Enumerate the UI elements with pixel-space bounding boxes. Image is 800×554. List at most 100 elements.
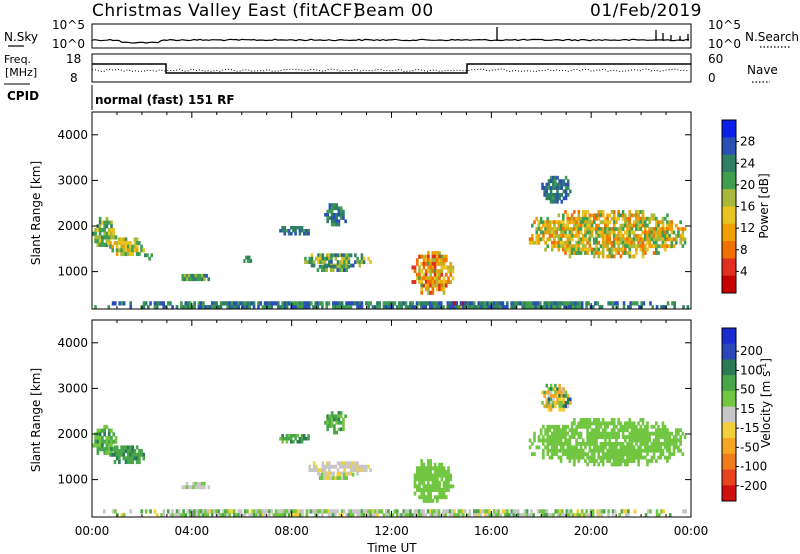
data-cell — [328, 206, 332, 211]
data-cell — [539, 428, 543, 433]
data-cell — [544, 220, 547, 225]
data-cell — [616, 305, 619, 310]
data-cell — [617, 233, 620, 238]
data-cell — [327, 476, 331, 481]
data-cell — [257, 305, 260, 310]
data-cell — [206, 513, 210, 518]
data-cell — [630, 230, 634, 235]
data-cell — [281, 434, 284, 438]
data-cell — [624, 435, 627, 439]
data-cell — [568, 438, 572, 443]
data-cell — [424, 498, 428, 503]
data-cell — [564, 189, 568, 194]
data-cell — [402, 509, 406, 514]
data-cell — [635, 233, 638, 238]
data-cell — [632, 452, 636, 457]
data-cell — [557, 424, 561, 429]
data-cell — [615, 441, 618, 446]
data-cell — [659, 445, 663, 450]
data-cell — [528, 305, 531, 310]
data-cell — [551, 199, 555, 204]
data-cell — [553, 445, 556, 450]
data-cell — [391, 513, 395, 518]
data-cell — [559, 244, 563, 249]
data-cell — [565, 301, 569, 306]
data-cell — [129, 248, 132, 253]
data-cell — [122, 513, 126, 518]
data-cell — [624, 240, 627, 245]
data-cell — [135, 248, 139, 253]
data-cell — [570, 448, 574, 453]
data-cell — [287, 434, 291, 438]
data-cell — [299, 305, 302, 310]
data-cell — [183, 273, 187, 278]
data-cell — [276, 509, 280, 514]
data-cell — [541, 182, 544, 187]
data-cell — [530, 301, 533, 306]
data-cell — [615, 220, 618, 225]
data-cell — [433, 276, 437, 281]
data-cell — [679, 435, 682, 439]
data-cell — [606, 213, 609, 218]
data-cell — [600, 509, 604, 514]
data-cell — [568, 435, 572, 439]
data-cell — [427, 466, 430, 471]
data-cell — [420, 287, 424, 292]
data-cell — [193, 301, 196, 306]
data-cell — [624, 448, 627, 453]
data-cell — [590, 448, 594, 453]
data-cell — [105, 235, 109, 240]
data-cell — [334, 305, 337, 310]
data-cell — [635, 244, 638, 249]
data-cell — [684, 509, 687, 514]
data-cell — [96, 450, 100, 455]
data-cell — [595, 247, 598, 252]
data-cell — [659, 455, 663, 460]
data-cell — [235, 305, 238, 310]
data-cell — [413, 509, 417, 514]
data-cell — [558, 407, 561, 412]
data-cell — [649, 301, 652, 306]
data-cell — [542, 237, 545, 242]
data-cell — [285, 509, 289, 514]
data-cell — [599, 227, 603, 231]
data-cell — [406, 509, 410, 514]
data-cell — [103, 235, 107, 240]
data-cell — [330, 212, 334, 217]
data-cell — [140, 248, 143, 253]
data-cell — [181, 277, 185, 282]
data-cell — [427, 473, 430, 478]
data-cell — [570, 431, 574, 436]
data-cell — [339, 427, 343, 432]
data-cell — [626, 435, 629, 439]
data-cell — [553, 240, 556, 245]
data-cell — [371, 509, 375, 514]
data-cell — [299, 301, 302, 306]
data-cell — [287, 229, 291, 233]
data-cell — [663, 431, 667, 436]
data-cell — [525, 513, 529, 518]
data-cell — [281, 301, 284, 306]
data-cell — [659, 448, 663, 453]
data-cell — [612, 220, 616, 225]
data-cell — [632, 237, 636, 242]
data-cell — [409, 305, 412, 310]
data-cell — [185, 481, 189, 486]
colorbar-swatch — [722, 171, 736, 190]
data-cell — [433, 283, 437, 288]
data-cell — [566, 452, 570, 457]
data-cell — [438, 491, 441, 496]
data-cell — [584, 421, 587, 426]
data-cell — [550, 448, 554, 453]
data-cell — [131, 252, 134, 257]
data-cell — [339, 411, 343, 415]
data-cell — [338, 476, 342, 481]
data-cell — [597, 254, 601, 259]
data-cell — [597, 210, 601, 214]
data-cell — [554, 404, 557, 409]
data-cell — [677, 227, 680, 231]
data-cell — [655, 428, 658, 433]
data-cell — [558, 186, 561, 190]
data-cell — [339, 206, 343, 211]
data-cell — [96, 428, 100, 433]
